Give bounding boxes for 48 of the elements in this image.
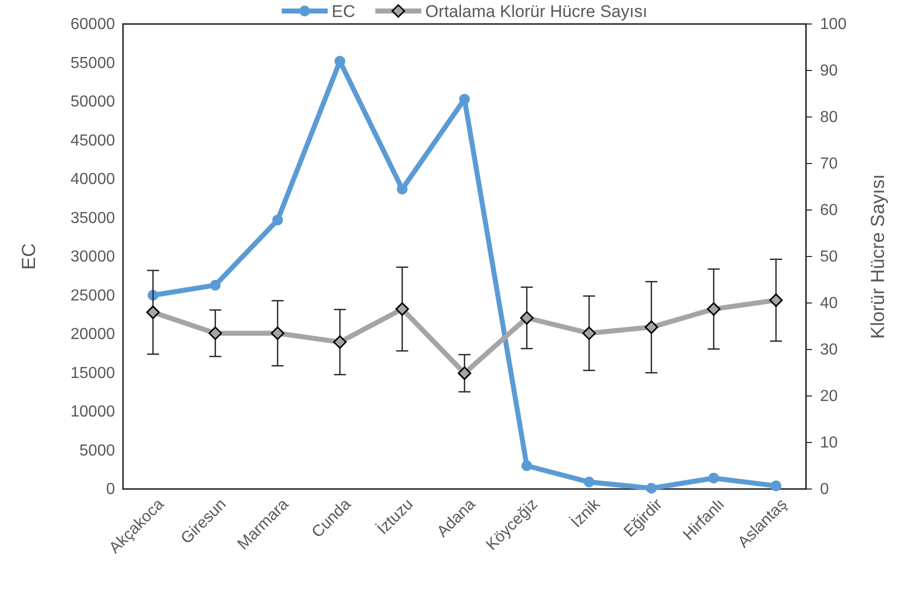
y-tick-label: 45000 (70, 132, 116, 150)
point (646, 482, 657, 494)
y2-tick-label: 100 (820, 16, 847, 34)
y2-tick-label: 80 (820, 109, 838, 126)
y2-tick-label: 30 (820, 342, 838, 359)
y2-tick-label: 50 (820, 248, 838, 266)
y-tick-label: 35000 (70, 210, 116, 227)
y-tick-label: 40000 (70, 171, 116, 188)
y-tick-label: 55000 (70, 54, 116, 72)
point (521, 460, 532, 472)
point (706, 302, 720, 316)
legend-label: EC (332, 2, 356, 21)
point (146, 306, 160, 320)
y-tick-label: 50000 (70, 94, 116, 111)
point (395, 302, 409, 316)
y-tick-label: 5000 (79, 442, 116, 460)
y-axis-title: EC (19, 243, 40, 270)
y2-tick-label: 70 (820, 156, 838, 173)
y-tick-label: 0 (106, 481, 116, 498)
point (333, 335, 347, 349)
point (270, 326, 284, 340)
y-tick-label: 20000 (70, 326, 116, 344)
point (272, 214, 283, 226)
y2-tick-label: 60 (820, 202, 838, 220)
point (770, 480, 782, 492)
y2-tick-label: 0 (820, 481, 829, 498)
y2-tick-label: 90 (820, 62, 838, 80)
y-tick-label: 15000 (70, 364, 116, 382)
y-tick-label: 10000 (70, 404, 116, 421)
point (458, 366, 472, 380)
y2-axis-title: Klorür Hücre Sayısı (868, 174, 889, 339)
point (582, 326, 596, 340)
y2-tick-label: 20 (820, 388, 838, 406)
point (210, 280, 221, 291)
y-tick-label: 25000 (70, 287, 116, 304)
point (708, 472, 720, 484)
legend-label: Ortalama Klorür Hücre Sayısı (425, 2, 648, 21)
point (459, 94, 470, 105)
y-tick-label: 30000 (70, 248, 116, 266)
point (769, 293, 783, 307)
point (396, 184, 408, 194)
point (208, 326, 222, 340)
y2-tick-label: 40 (820, 295, 838, 312)
y2-tick-label: 10 (820, 434, 838, 452)
point (520, 311, 534, 325)
y-tick-label: 60000 (70, 16, 116, 34)
point (584, 476, 594, 488)
point (644, 320, 658, 334)
